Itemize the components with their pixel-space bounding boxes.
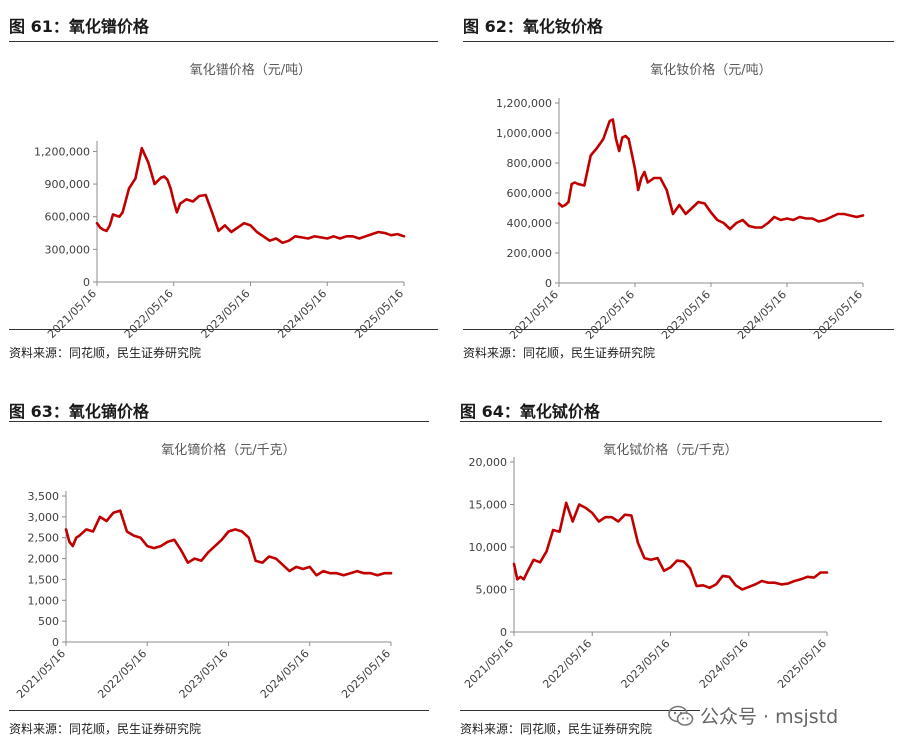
source-note: 资料来源：同花顺，民生证券研究院 bbox=[9, 346, 202, 360]
chart-title: 氧化铽价格（元/千克） bbox=[603, 442, 737, 458]
series-line bbox=[64, 509, 393, 577]
figure-title: 图 62：氧化钕价格 bbox=[463, 17, 603, 36]
y-tick-label: 1,000,000 bbox=[496, 127, 552, 140]
source-note: 资料来源：同花顺，民生证券研究院 bbox=[463, 346, 656, 360]
y-tick-label: 1,000 bbox=[28, 594, 60, 607]
y-tick-label: 0 bbox=[52, 636, 59, 649]
figure-title: 图 64：氧化铽价格 bbox=[460, 402, 600, 421]
y-tick-label: 0 bbox=[500, 626, 507, 639]
x-tick-label: 2021/05/16 bbox=[14, 647, 68, 701]
figure-title: 图 63：氧化镝价格 bbox=[9, 402, 149, 421]
chart-title: 氧化镝价格（元/千克） bbox=[161, 442, 295, 458]
x-tick-label: 2022/05/16 bbox=[540, 637, 594, 691]
y-tick-label: 15,000 bbox=[469, 499, 508, 512]
title-rule bbox=[9, 41, 438, 42]
y-tick-label: 400,000 bbox=[507, 217, 553, 230]
chart-panel-4: 图 64：氧化铽价格 氧化铽价格（元/千克） 0 5,000 10,000 15,000… bbox=[460, 401, 886, 750]
source-note: 资料来源：同花顺，民生证券研究院 bbox=[460, 722, 653, 736]
x-tick-label: 2024/05/16 bbox=[275, 287, 329, 341]
chart-title: 氧化钕价格（元/吨） bbox=[650, 62, 771, 78]
x-tick-label: 2024/05/16 bbox=[735, 288, 789, 342]
x-tick-label: 2025/05/16 bbox=[775, 637, 829, 691]
y-tick-label: 500 bbox=[38, 615, 59, 628]
watermark: 公众号 · msjstd bbox=[668, 702, 838, 729]
line-chart: 氧化铽价格（元/千克） 0 5,000 10,000 15,000 20,000 2021/… bbox=[462, 442, 829, 691]
y-tick-label: 0 bbox=[83, 276, 90, 289]
x-tick-label: 2021/05/16 bbox=[507, 288, 561, 342]
y-tick-label: 3,500 bbox=[28, 490, 60, 503]
x-tick-label: 2022/05/16 bbox=[95, 647, 149, 701]
y-tick-label: 600,000 bbox=[507, 187, 553, 200]
x-tick-label: 2025/05/16 bbox=[811, 288, 865, 342]
y-tick-label: 3,000 bbox=[28, 511, 60, 524]
series-line bbox=[95, 146, 406, 245]
x-tick-label: 2024/05/16 bbox=[697, 637, 751, 691]
y-tick-label: 300,000 bbox=[45, 243, 91, 256]
source-note: 资料来源：同花顺，民生证券研究院 bbox=[9, 722, 202, 736]
x-tick-label: 2022/05/16 bbox=[583, 288, 637, 342]
y-tick-label: 2,000 bbox=[28, 553, 60, 566]
y-tick-label: 800,000 bbox=[507, 157, 553, 170]
series-line bbox=[557, 118, 865, 231]
wechat-icon bbox=[668, 705, 694, 726]
y-tick-label: 10,000 bbox=[469, 541, 508, 554]
chart-title: 氧化镨价格（元/吨） bbox=[190, 62, 311, 78]
line-chart: 氧化钕价格（元/吨） 0 200,000 400,000 600,000 800,000 1… bbox=[496, 62, 865, 342]
y-tick-label: 5,000 bbox=[476, 584, 508, 597]
figure-title: 图 61：氧化镨价格 bbox=[9, 17, 149, 36]
y-tick-label: 200,000 bbox=[507, 247, 553, 260]
watermark-text: 公众号 · msjstd bbox=[700, 706, 839, 728]
x-tick-label: 2025/05/16 bbox=[352, 287, 406, 341]
chart-panel-3: 图 63：氧化镝价格 氧化镝价格（元/千克） 0 500 1,000 1,500 2,00… bbox=[9, 401, 439, 750]
y-tick-label: 20,000 bbox=[469, 456, 508, 469]
source-rule bbox=[463, 329, 894, 330]
title-rule bbox=[9, 421, 429, 422]
source-rule bbox=[460, 710, 700, 711]
source-rule bbox=[9, 329, 438, 330]
x-tick-label: 2023/05/16 bbox=[199, 287, 253, 341]
line-chart: 氧化镝价格（元/千克） 0 500 1,000 1,500 2,000 2,500 3,000… bbox=[14, 442, 393, 701]
title-rule bbox=[463, 41, 894, 42]
chart-panel-2: 图 62：氧化钕价格 氧化钕价格（元/吨） 0 200,000 400,000 600,… bbox=[463, 16, 895, 366]
x-tick-label: 2023/05/16 bbox=[177, 647, 231, 701]
y-tick-label: 600,000 bbox=[45, 211, 91, 224]
y-tick-label: 1,500 bbox=[28, 573, 60, 586]
x-tick-label: 2023/05/16 bbox=[619, 637, 673, 691]
x-tick-label: 2021/05/16 bbox=[462, 637, 516, 691]
title-rule bbox=[460, 421, 882, 422]
x-tick-label: 2023/05/16 bbox=[659, 288, 713, 342]
y-tick-label: 2,500 bbox=[28, 532, 60, 545]
line-chart: 氧化镨价格（元/吨） 0 300,000 600,000 900,000 1,200,00… bbox=[34, 62, 406, 341]
series-line bbox=[512, 501, 829, 591]
x-tick-label: 2025/05/16 bbox=[339, 647, 393, 701]
x-tick-label: 2021/05/16 bbox=[45, 287, 99, 341]
source-rule bbox=[9, 710, 429, 711]
x-tick-label: 2022/05/16 bbox=[122, 287, 176, 341]
x-tick-label: 2024/05/16 bbox=[258, 647, 312, 701]
y-tick-label: 900,000 bbox=[45, 178, 91, 191]
y-tick-label: 0 bbox=[545, 277, 552, 290]
chart-panel-1: 图 61：氧化镨价格 氧化镨价格（元/吨） 0 300,000 600,000 900,… bbox=[9, 16, 439, 366]
y-tick-label: 1,200,000 bbox=[496, 97, 552, 110]
y-tick-label: 1,200,000 bbox=[34, 145, 90, 158]
